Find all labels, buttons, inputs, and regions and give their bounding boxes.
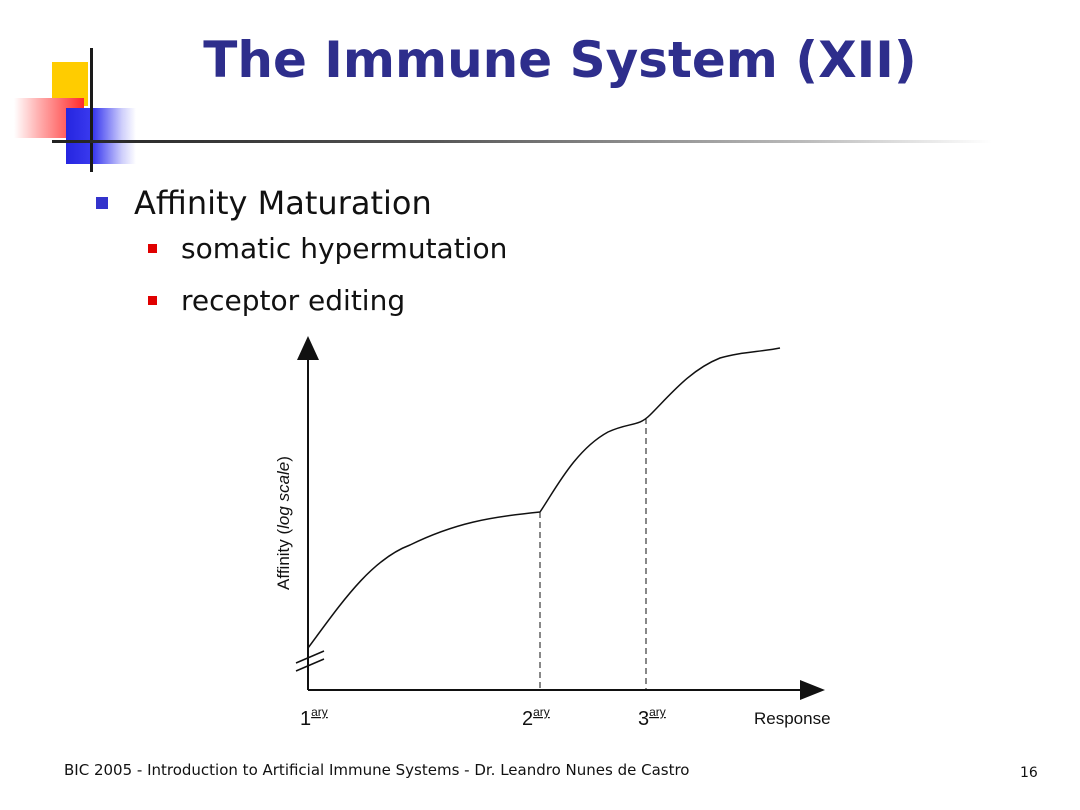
y-axis-arrow-icon (297, 336, 319, 360)
affinity-maturation-diagram: Affinity (log scale) 1ary 2ary 3ary Resp… (274, 336, 831, 730)
axis-break-mark (295, 658, 325, 672)
decor-vertical-line (90, 48, 93, 172)
square-bullet-icon (148, 295, 157, 305)
slide-footer: BIC 2005 - Introduction to Artificial Im… (64, 761, 690, 779)
affinity-curve (307, 347, 781, 649)
primary-response-label: 1ary (300, 705, 328, 730)
bullet-affinity-maturation: Affinity Maturation (96, 181, 432, 225)
square-bullet-icon (148, 243, 157, 253)
tertiary-response-label: 3ary (638, 705, 666, 730)
x-axis-arrow-icon (800, 680, 825, 700)
slide-title: The Immune System (XII) (203, 31, 917, 89)
bullet-receptor-editing: receptor editing (148, 280, 405, 320)
page-number: 16 (1020, 765, 1038, 781)
y-axis-label: Affinity (log scale) (274, 456, 293, 590)
axis-break-mark (295, 650, 325, 664)
x-axis-label: Response (754, 709, 831, 728)
decor-blue-square (66, 108, 136, 164)
secondary-response-label: 2ary (522, 705, 550, 730)
square-bullet-icon (96, 197, 108, 209)
bullet-somatic-hypermutation: somatic hypermutation (148, 228, 507, 268)
bullet-text: receptor editing (181, 283, 406, 317)
title-underline (52, 140, 992, 143)
bullet-text: Affinity Maturation (134, 184, 432, 222)
bullet-text: somatic hypermutation (181, 231, 508, 265)
